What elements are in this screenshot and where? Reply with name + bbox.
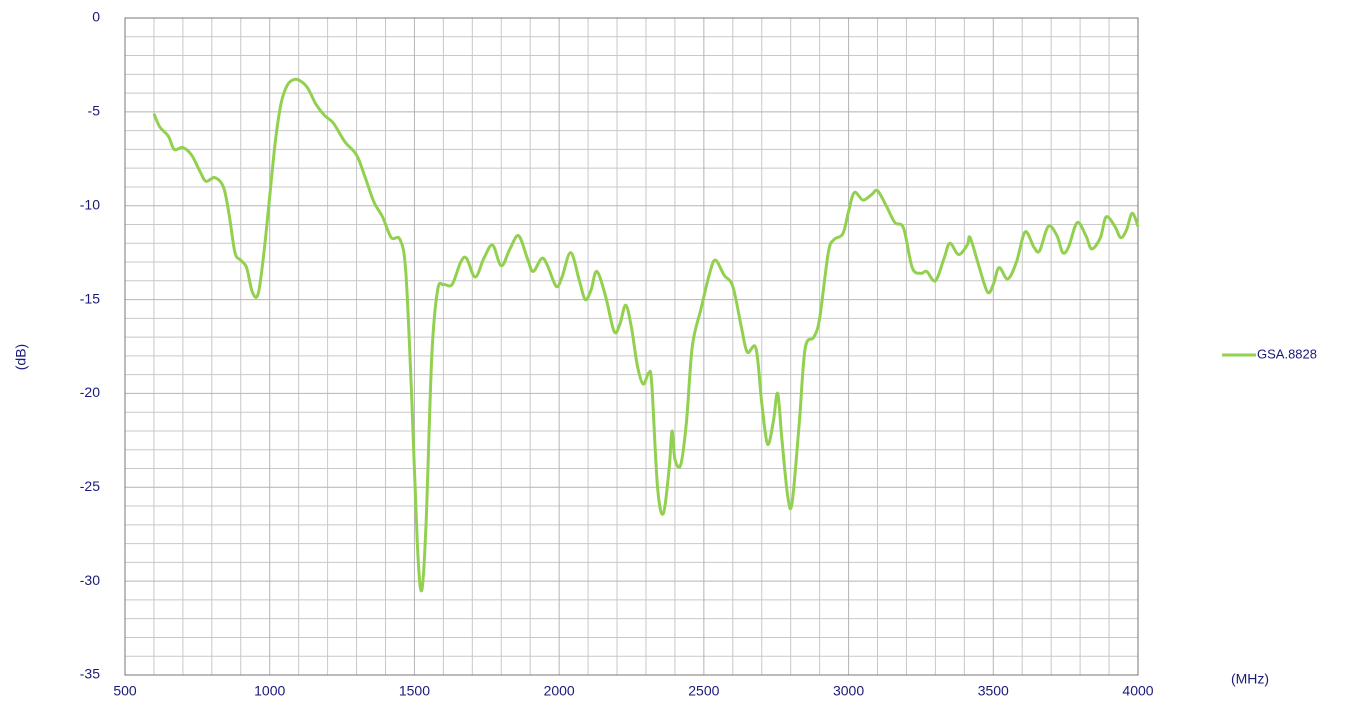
- x-tick-label: 500: [113, 683, 137, 699]
- x-tick-label: 2000: [544, 683, 575, 699]
- y-tick-label: -35: [80, 666, 100, 682]
- x-tick-label: 3000: [833, 683, 864, 699]
- plot-area: [125, 18, 1138, 675]
- y-tick-label: -15: [80, 290, 100, 306]
- y-tick-label: -30: [80, 572, 100, 588]
- y-tick-label: -20: [80, 384, 100, 400]
- y-tick-label: -10: [80, 196, 100, 212]
- x-tick-label: 2500: [688, 683, 719, 699]
- y-tick-label: -25: [80, 478, 100, 494]
- x-tick-label: 1500: [399, 683, 430, 699]
- y-tick-label: 0: [92, 9, 100, 25]
- x-tick-label: 1000: [254, 683, 285, 699]
- y-axis-label: (dB): [13, 344, 29, 370]
- legend-label: GSA.8828: [1257, 346, 1317, 361]
- x-axis-label: (MHz): [1231, 671, 1269, 687]
- data-line: [152, 77, 1140, 593]
- plot-border: [124, 17, 1139, 676]
- x-tick-label: 3500: [978, 683, 1009, 699]
- x-tick-label: 4000: [1122, 683, 1153, 699]
- y-tick-label: -5: [88, 103, 101, 119]
